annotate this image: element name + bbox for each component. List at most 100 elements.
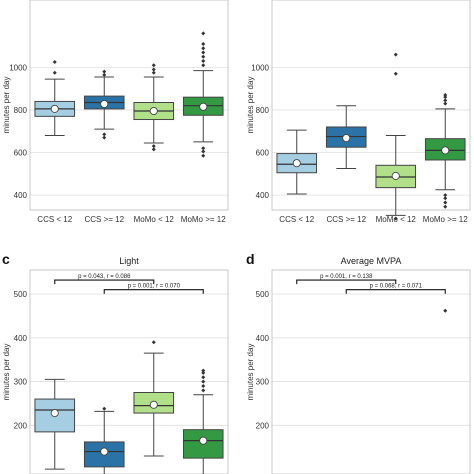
- x-tick-label: MoMo < 12: [134, 215, 175, 224]
- panel-d-chart: 200 300 400 500 minutes per day Average MVPA p…: [246, 256, 471, 474]
- box-mean-marker: [199, 102, 208, 111]
- panel-c-chart: 200 300 400 500 minutes per day Light p = 0.04…: [2, 256, 229, 474]
- outlier-point: [52, 60, 57, 65]
- outlier-point: [443, 196, 448, 201]
- outlier-point: [443, 98, 448, 103]
- box-mean-marker: [441, 146, 450, 155]
- panel-b-chart: 400 600 800 1000 minutes per day CCS < 12 CCS …: [246, 0, 471, 224]
- outlier-point: [201, 379, 206, 384]
- box-mean-marker: [100, 447, 109, 456]
- outlier-point: [201, 388, 206, 393]
- y-axis-label: minutes per day: [246, 344, 255, 401]
- outlier-point: [201, 375, 206, 380]
- y-tick-label: 500: [256, 290, 270, 299]
- box-mean-marker: [149, 400, 158, 409]
- significance-label: p = 0.043, r = 0.086: [78, 274, 131, 280]
- y-tick-label: 400: [14, 191, 28, 200]
- outlier-point: [201, 383, 206, 388]
- plot-frame: [29, 269, 229, 474]
- outlier-point: [201, 50, 206, 55]
- significance-label: p = 0.001, r = 0.070: [128, 284, 181, 290]
- plot-frame: [29, 0, 229, 211]
- significance-bracket: [345, 289, 446, 294]
- outlier-point: [102, 135, 107, 140]
- panel-letter-c: c: [2, 251, 10, 267]
- box-mean-marker: [292, 159, 301, 168]
- x-tick-label: CCS >= 12: [326, 215, 366, 224]
- box-mean-marker: [100, 99, 109, 109]
- y-axis-label: minutes per day: [2, 344, 11, 401]
- box-mean-marker: [149, 106, 158, 116]
- outlier-point: [102, 69, 107, 74]
- outlier-point: [102, 406, 107, 411]
- outlier-point: [443, 204, 448, 209]
- box-mean-marker: [199, 436, 208, 445]
- outlier-point: [393, 52, 398, 57]
- outlier-point: [151, 147, 156, 152]
- y-tick-label: 400: [256, 334, 270, 343]
- outlier-point: [201, 149, 206, 154]
- y-tick-label: 600: [256, 149, 270, 158]
- chart-title: Average MVPA: [341, 256, 402, 266]
- y-tick-label: 800: [14, 106, 28, 115]
- y-tick-label: 200: [256, 421, 270, 430]
- outlier-point: [201, 41, 206, 46]
- outlier-point: [102, 72, 107, 77]
- outlier-point: [201, 153, 206, 158]
- outlier-point: [443, 95, 448, 100]
- outlier-point: [201, 58, 206, 63]
- outlier-point: [201, 370, 206, 375]
- outlier-point: [443, 93, 448, 98]
- outlier-point: [151, 70, 156, 75]
- outlier-point: [443, 101, 448, 106]
- chart-title: Light: [119, 256, 139, 266]
- outlier-point: [151, 144, 156, 149]
- outlier-point: [52, 70, 57, 75]
- x-tick-label: MoMo >= 12: [181, 215, 226, 224]
- outlier-point: [201, 146, 206, 151]
- plot-frame: [271, 269, 471, 474]
- outlier-point: [201, 63, 206, 68]
- box-mean-marker: [391, 171, 400, 180]
- box-mean-marker: [50, 104, 59, 113]
- box-mean-marker: [342, 133, 351, 143]
- x-tick-label: CCS >= 12: [84, 215, 124, 224]
- y-tick-label: 400: [256, 191, 270, 200]
- outlier-point: [443, 308, 448, 313]
- significance-bracket: [54, 279, 155, 285]
- significance-label: p = 0.068, r = 0.071: [370, 284, 423, 290]
- x-tick-label: MoMo >= 12: [423, 215, 468, 224]
- x-tick-label: CCS < 12: [279, 215, 314, 224]
- plot-frame: [271, 0, 471, 211]
- outlier-point: [151, 67, 156, 72]
- outlier-point: [393, 71, 398, 76]
- y-tick-label: 800: [256, 106, 270, 115]
- outlier-point: [201, 46, 206, 51]
- significance-bracket: [296, 279, 397, 285]
- panel-a-chart: 400 600 800 1000 minutes per day CCS < 12 CCS …: [2, 0, 229, 224]
- outlier-point: [151, 340, 156, 345]
- outlier-point: [443, 200, 448, 205]
- y-tick-label: 300: [14, 378, 28, 387]
- y-tick-label: 1000: [9, 63, 27, 72]
- y-tick-label: 300: [256, 378, 270, 387]
- y-tick-label: 400: [14, 334, 28, 343]
- outlier-point: [443, 193, 448, 198]
- y-tick-label: 500: [14, 290, 28, 299]
- outlier-point: [201, 54, 206, 59]
- outlier-point: [201, 368, 206, 373]
- panel-letter-d: d: [246, 251, 255, 267]
- y-tick-label: 1000: [251, 63, 269, 72]
- y-axis-label: minutes per day: [246, 77, 255, 134]
- outlier-point: [102, 132, 107, 137]
- x-tick-label: CCS < 12: [37, 215, 72, 224]
- y-tick-label: 600: [14, 149, 28, 158]
- y-tick-label: 200: [14, 421, 28, 430]
- outlier-point: [151, 63, 156, 68]
- outlier-point: [393, 216, 398, 221]
- box-mean-marker: [50, 409, 59, 418]
- significance-label: p = 0.001, r = 0.138: [320, 274, 373, 280]
- significance-bracket: [103, 289, 204, 294]
- outlier-point: [201, 31, 206, 36]
